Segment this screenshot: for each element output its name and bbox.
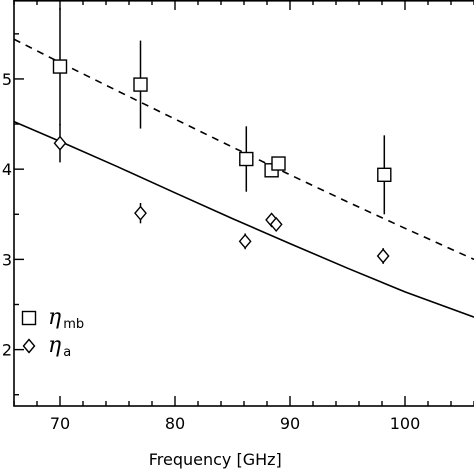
x-tick-label: 70 — [50, 414, 70, 433]
fit-line-square — [14, 38, 474, 261]
legend-label-subscript: mb — [63, 317, 84, 332]
diamond-marker-4 — [269, 216, 283, 233]
diamond-marker-0 — [53, 135, 67, 151]
legend-label-subscript: a — [63, 345, 71, 360]
square-marker-0 — [52, 59, 68, 74]
y-tick-label: 2 — [2, 341, 12, 360]
y-tick-label: 3 — [2, 250, 12, 269]
y-axis-ticks: 2 3 4 5 — [2, 33, 24, 396]
legend-square-icon — [21, 310, 37, 326]
fit-lines — [14, 38, 474, 318]
diamond-marker-2 — [238, 233, 252, 249]
square-marker-1 — [133, 77, 148, 92]
square-marker-4 — [271, 156, 286, 171]
square-marker-5 — [377, 167, 392, 183]
plot-frame — [13, 0, 474, 407]
legend-label: η mb — [48, 305, 84, 332]
x-tick-label: 80 — [165, 414, 185, 433]
x-axis-ticks: 70 80 90 100 — [13, 0, 474, 433]
diamond-marker-5 — [376, 248, 390, 264]
legend: η mbη a — [21, 305, 84, 360]
error-bars — [59, 7, 386, 264]
x-tick-label: 100 — [390, 414, 421, 433]
x-axis-title: Frequency [GHz] — [149, 450, 282, 469]
legend-diamond-icon — [22, 338, 36, 354]
legend-label-symbol: η — [48, 305, 61, 330]
legend-label-symbol: η — [48, 333, 61, 358]
x-tick-label: 90 — [280, 414, 300, 433]
y-tick-label: 5 — [2, 70, 12, 89]
diamond-marker-1 — [134, 205, 147, 221]
square-marker-2 — [239, 151, 254, 167]
data-markers — [52, 59, 392, 264]
fit-line-diamond — [14, 120, 474, 318]
y-tick-label: 4 — [2, 160, 12, 179]
